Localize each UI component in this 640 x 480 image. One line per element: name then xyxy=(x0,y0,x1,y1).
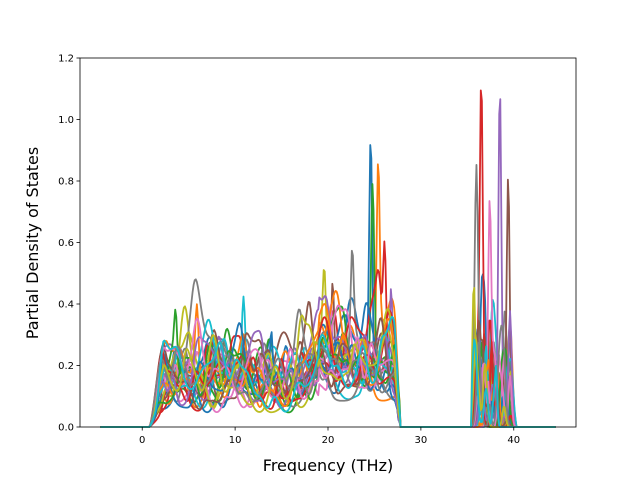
pdos-series-line xyxy=(100,317,556,428)
pdos-series-line xyxy=(100,324,556,428)
pdos-series-line xyxy=(100,315,556,428)
x-tick-label: 10 xyxy=(229,435,242,446)
x-tick-label: 0 xyxy=(139,435,145,446)
series-lines xyxy=(100,89,556,428)
y-tick-label: 0.0 xyxy=(58,423,74,434)
y-tick-label: 0.2 xyxy=(58,361,74,372)
x-tick-label: 40 xyxy=(507,435,520,446)
x-tick-label: 20 xyxy=(322,435,335,446)
y-tick-label: 1.0 xyxy=(58,115,74,126)
x-axis-label: Frequency (THz) xyxy=(263,456,393,475)
y-tick-label: 0.8 xyxy=(58,177,74,188)
axis-ticks: 0 10 20 30 40 0.0 0.2 0.4 0.6 0.8 1.0 1.2 xyxy=(58,54,520,447)
y-tick-label: 1.2 xyxy=(58,54,74,65)
pdos-series-line xyxy=(100,314,556,428)
y-axis-label: Partial Density of States xyxy=(23,147,42,339)
y-tick-label: 0.4 xyxy=(58,300,74,311)
y-tick-label: 0.6 xyxy=(58,238,74,249)
x-tick-label: 30 xyxy=(415,435,428,446)
